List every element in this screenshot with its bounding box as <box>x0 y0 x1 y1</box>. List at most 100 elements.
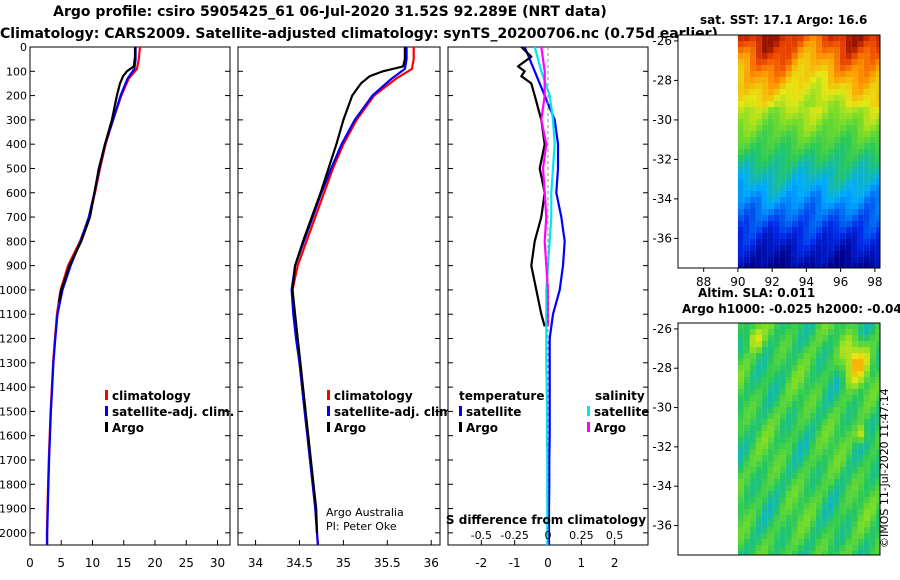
legend-swatch <box>587 406 590 416</box>
map-cell <box>863 377 870 383</box>
map-cell <box>797 413 804 419</box>
map-cell <box>869 551 876 555</box>
map-cell <box>851 323 858 329</box>
map-cell <box>875 341 880 347</box>
map-cell <box>737 497 744 503</box>
map-cell <box>863 353 870 359</box>
map-cell <box>761 137 768 143</box>
map-cell <box>815 419 822 425</box>
map-cell <box>767 83 774 89</box>
map-cell <box>833 353 840 359</box>
map-cell <box>809 467 816 473</box>
map-cell <box>743 533 750 539</box>
map-cell <box>809 47 816 53</box>
map-cell <box>857 65 864 71</box>
map-cell <box>749 365 756 371</box>
map-cell <box>785 407 792 413</box>
map-cell <box>737 353 744 359</box>
map-cell <box>869 167 876 173</box>
map-cell <box>785 263 792 268</box>
map-cell <box>857 221 864 227</box>
x-tick-label: -1 <box>509 556 521 570</box>
map-cell <box>761 209 768 215</box>
map-cell <box>809 221 816 227</box>
map-cell <box>821 185 828 191</box>
map-cell <box>743 221 750 227</box>
map-cell <box>767 365 774 371</box>
map-cell <box>821 353 828 359</box>
legend-label: climatology <box>334 389 413 403</box>
map-cell <box>779 149 786 155</box>
map-cell <box>809 365 816 371</box>
map-cell <box>743 395 750 401</box>
map-cell <box>863 539 870 545</box>
map-cell <box>857 353 864 359</box>
map-cell <box>791 149 798 155</box>
map-cell <box>797 221 804 227</box>
map-cell <box>743 89 750 95</box>
map-cell <box>767 191 774 197</box>
map-cell <box>797 113 804 119</box>
map-cell <box>833 77 840 83</box>
map-cell <box>737 185 744 191</box>
map-cell <box>749 257 756 263</box>
legend-label: Argo <box>334 421 366 435</box>
map-cell <box>803 161 810 167</box>
map-cell <box>869 509 876 515</box>
map-cell <box>863 245 870 251</box>
map-cell <box>845 473 852 479</box>
legend-label: satellite-adj. clim. <box>334 405 456 419</box>
map-cell <box>755 197 762 203</box>
map-cell <box>875 155 880 161</box>
map-cell <box>809 407 816 413</box>
map-cell <box>743 431 750 437</box>
map-cell <box>833 89 840 95</box>
map-cell <box>815 449 822 455</box>
map-cell <box>791 359 798 365</box>
map-cell <box>797 479 804 485</box>
map-cell <box>767 239 774 245</box>
map-cell <box>833 401 840 407</box>
map-cell <box>815 389 822 395</box>
map-cell <box>857 497 864 503</box>
map-cell <box>755 347 762 353</box>
map-cell <box>863 527 870 533</box>
secondary-axis-label: -0.5 <box>471 529 492 542</box>
map-cell <box>785 239 792 245</box>
map-cell <box>815 101 822 107</box>
map-cell <box>821 371 828 377</box>
map-cell <box>749 431 756 437</box>
legend-swatch <box>327 390 330 400</box>
map-cell <box>821 359 828 365</box>
map-cell <box>821 209 828 215</box>
map-cell <box>833 389 840 395</box>
map-cell <box>857 77 864 83</box>
map-cell <box>869 227 876 233</box>
map-cell <box>875 359 880 365</box>
series-line-argo <box>57 47 137 303</box>
y-tick-label: 600 <box>6 187 27 200</box>
y-tick-label: 0 <box>20 41 27 54</box>
map-cell <box>875 95 880 101</box>
map-cell <box>827 407 834 413</box>
copyright-credit: ©IMOS 11-Jul-2020 11:47:14 <box>878 388 891 548</box>
map-cell <box>815 359 822 365</box>
map-cell <box>809 131 816 137</box>
map-cell <box>851 251 858 257</box>
map-cell <box>761 185 768 191</box>
map-cell <box>803 467 810 473</box>
map-cell <box>827 527 834 533</box>
map-cell <box>761 71 768 77</box>
map-cell <box>797 371 804 377</box>
map-cell <box>767 473 774 479</box>
map-y-tick-label: -28 <box>652 73 672 87</box>
map-cell <box>797 35 804 41</box>
map-cell <box>875 551 880 555</box>
map-cell <box>785 545 792 551</box>
map-cell <box>797 365 804 371</box>
map-cell <box>821 461 828 467</box>
map-cell <box>791 173 798 179</box>
map-cell <box>773 143 780 149</box>
map-cell <box>869 215 876 221</box>
map-cell <box>851 341 858 347</box>
